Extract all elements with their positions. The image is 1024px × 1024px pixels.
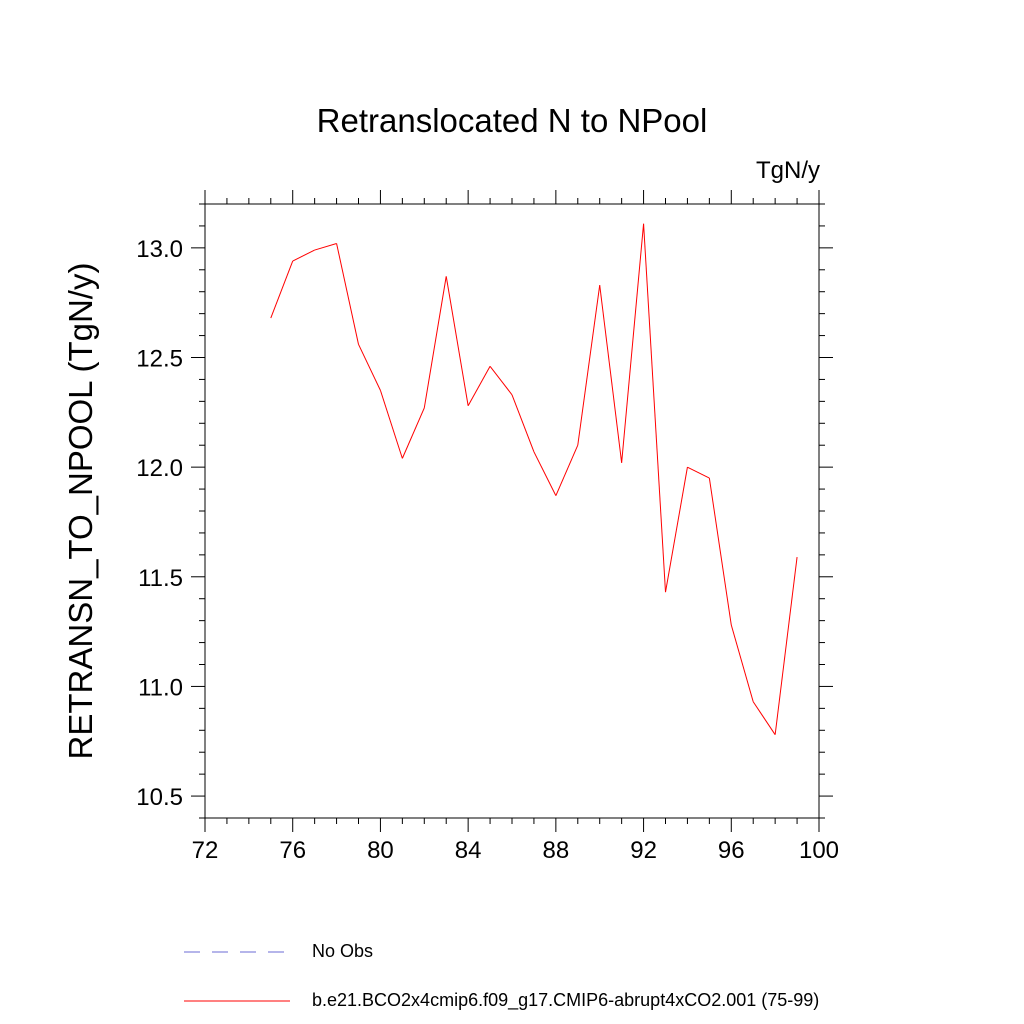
series-segment [358, 344, 381, 391]
y-tick-label: 11.5 [138, 565, 183, 592]
series-layer [270, 223, 798, 735]
series-segment [577, 285, 601, 446]
series-segment [401, 407, 425, 459]
series-segment [467, 366, 491, 406]
x-tick-label: 100 [799, 837, 839, 864]
series-segment [708, 478, 732, 626]
y-tick-label: 12.5 [136, 346, 183, 373]
series-segment [336, 243, 359, 345]
plot-frame [204, 203, 820, 819]
x-tick-label: 84 [455, 837, 482, 864]
y-tick-label: 12.0 [136, 455, 183, 482]
series-segment [270, 260, 294, 319]
y-tick-label: 10.5 [136, 784, 183, 811]
series-segment [533, 451, 557, 496]
y-axis-title: RETRANSN_TO_NPOOL (TgN/y) [62, 263, 99, 760]
series-segment [621, 223, 645, 463]
legend-item-no-obs: No Obs [184, 941, 373, 962]
ticks-layer [191, 190, 833, 832]
x-tick-label: 88 [543, 837, 570, 864]
legend-item-model-run: b.e21.BCO2x4cmip6.f09_g17.CMIP6-abrupt4x… [184, 990, 819, 1011]
x-tick-label: 76 [279, 837, 306, 864]
legend-solid-swatch [184, 1000, 290, 1002]
y-tick-label: 11.0 [138, 674, 183, 701]
series-segment [665, 467, 688, 593]
legend-dash-swatch [184, 951, 290, 953]
series-segment [687, 466, 710, 479]
series-segment [292, 249, 315, 262]
series-segment [599, 285, 623, 463]
x-tick-label: 80 [367, 837, 394, 864]
series-segment [643, 223, 666, 593]
series-segment [379, 390, 403, 459]
labels-layer: 72 76 80 84 88 92 96 100 10.5 11.0 11.5 12.0 12.5 13.… [136, 236, 839, 864]
series-segment [555, 445, 579, 496]
series-segment [774, 556, 798, 735]
x-tick-label: 72 [192, 837, 219, 864]
x-tick-label: 92 [630, 837, 657, 864]
chart-title: Retranslocated N to NPool [316, 102, 708, 139]
series-segment [445, 276, 469, 406]
series-segment [489, 365, 513, 396]
series-segment [752, 701, 776, 735]
series-segment [730, 624, 754, 702]
y-tick-label: 13.0 [136, 236, 183, 263]
legend-label: No Obs [312, 941, 374, 961]
x-tick-label: 96 [718, 837, 745, 864]
units-label: TgN/y [755, 157, 820, 184]
series-segment [314, 242, 337, 251]
legend-label: b.e21.BCO2x4cmip6.f09_g17.CMIP6-abrupt4x… [312, 990, 820, 1010]
series-segment [511, 394, 535, 452]
series-segment [423, 276, 447, 409]
